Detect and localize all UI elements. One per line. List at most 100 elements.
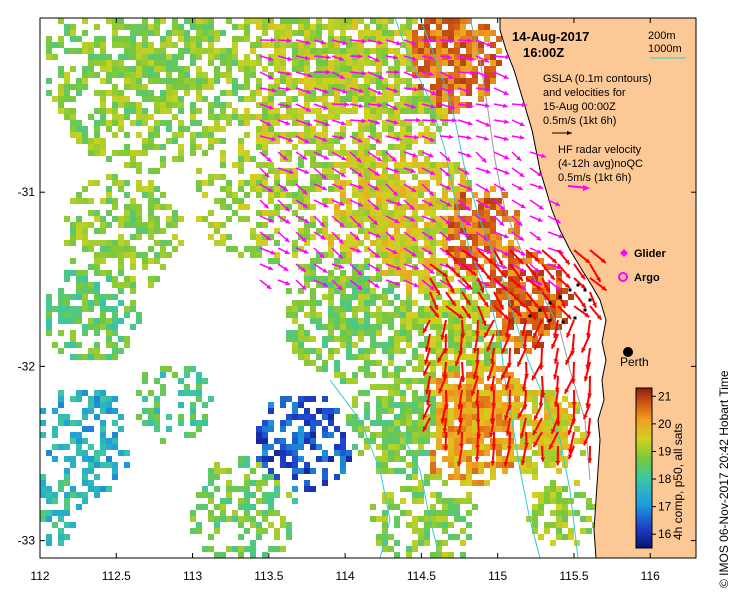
gsla-arrow <box>475 119 491 127</box>
sst-pixel <box>112 408 118 414</box>
sst-pixel <box>334 174 340 180</box>
gsla-arrow <box>511 199 526 209</box>
sst-pixel <box>556 444 562 450</box>
sst-pixel <box>88 468 94 474</box>
sst-pixel <box>244 150 250 156</box>
sst-pixel <box>166 414 172 420</box>
sst-pixel <box>508 462 514 468</box>
hf-radar-arrow <box>509 277 522 289</box>
sst-pixel <box>358 180 364 186</box>
sst-pixel <box>244 54 250 60</box>
sst-pixel <box>370 504 376 510</box>
sst-pixel <box>406 360 412 366</box>
sst-pixel <box>100 102 106 108</box>
sst-pixel <box>352 48 358 54</box>
sst-pixel <box>142 72 148 78</box>
sst-pixel <box>88 222 94 228</box>
sst-pixel <box>208 180 214 186</box>
sst-pixel <box>394 234 400 240</box>
sst-pixel <box>328 150 334 156</box>
sst-pixel <box>118 102 124 108</box>
hf-radar-arrow <box>533 333 543 351</box>
hf-radar-arrow <box>488 417 495 438</box>
sst-pixel <box>292 402 298 408</box>
sst-pixel <box>340 300 346 306</box>
gsla-arrow <box>475 135 489 141</box>
gsla-arrow <box>313 263 328 274</box>
gsla-arrow <box>385 247 398 255</box>
sst-pixel <box>388 210 394 216</box>
sst-pixel <box>286 492 292 498</box>
sst-pixel <box>388 354 394 360</box>
sst-pixel <box>82 282 88 288</box>
gsla-arrow <box>367 119 381 125</box>
sst-pixel <box>526 432 532 438</box>
sst-pixel <box>172 84 178 90</box>
sst-pixel <box>274 486 280 492</box>
sst-pixel <box>142 150 148 156</box>
gsla-arrow <box>475 231 489 242</box>
sst-pixel <box>574 540 580 546</box>
sst-pixel <box>388 534 394 540</box>
sst-pixel <box>184 126 190 132</box>
sst-pixel <box>100 42 106 48</box>
sst-pixel <box>82 30 88 36</box>
sst-pixel <box>286 336 292 342</box>
sst-pixel <box>532 516 538 522</box>
sst-pixel <box>220 186 226 192</box>
sst-pixel <box>136 54 142 60</box>
sst-pixel <box>406 288 412 294</box>
sst-pixel <box>220 468 226 474</box>
sst-pixel <box>436 114 442 120</box>
sst-pixel <box>280 66 286 72</box>
sst-pixel <box>340 336 346 342</box>
sst-pixel <box>82 222 88 228</box>
sst-pixel <box>406 108 412 114</box>
hf-radar-arrow <box>440 403 447 424</box>
sst-pixel <box>208 18 214 24</box>
sst-pixel <box>454 42 460 48</box>
sst-pixel <box>208 42 214 48</box>
sst-pixel <box>538 444 544 450</box>
sst-pixel <box>256 534 262 540</box>
sst-pixel <box>370 276 376 282</box>
sst-pixel <box>100 198 106 204</box>
sst-pixel <box>214 126 220 132</box>
sst-pixel <box>382 90 388 96</box>
sst-pixel <box>280 396 286 402</box>
sst-pixel <box>556 438 562 444</box>
sst-pixel <box>208 234 214 240</box>
sst-pixel <box>310 150 316 156</box>
sst-pixel <box>586 504 592 510</box>
sst-pixel <box>172 30 178 36</box>
sst-pixel <box>400 192 406 198</box>
sst-pixel <box>406 192 412 198</box>
sst-pixel <box>310 204 316 210</box>
gsla-arrow <box>295 151 308 160</box>
sst-pixel <box>196 504 202 510</box>
sst-pixel <box>136 108 142 114</box>
sst-pixel <box>106 270 112 276</box>
sst-pixel <box>424 180 430 186</box>
sst-pixel <box>430 492 436 498</box>
sst-pixel <box>400 498 406 504</box>
sst-pixel <box>478 468 484 474</box>
sst-pixel <box>298 444 304 450</box>
hf-radar-arrow <box>550 417 559 435</box>
sst-pixel <box>130 306 136 312</box>
sst-pixel <box>304 150 310 156</box>
sst-pixel <box>394 72 400 78</box>
sst-pixel <box>286 108 292 114</box>
sst-pixel <box>340 18 346 24</box>
sst-pixel <box>346 240 352 246</box>
sst-pixel <box>544 264 550 270</box>
sst-pixel <box>112 66 118 72</box>
sst-pixel <box>262 150 268 156</box>
sst-pixel <box>358 240 364 246</box>
sst-pixel <box>256 510 262 516</box>
sst-pixel <box>256 54 262 60</box>
sst-pixel <box>292 168 298 174</box>
sst-pixel <box>364 306 370 312</box>
sst-pixel <box>418 168 424 174</box>
sst-pixel <box>340 378 346 384</box>
